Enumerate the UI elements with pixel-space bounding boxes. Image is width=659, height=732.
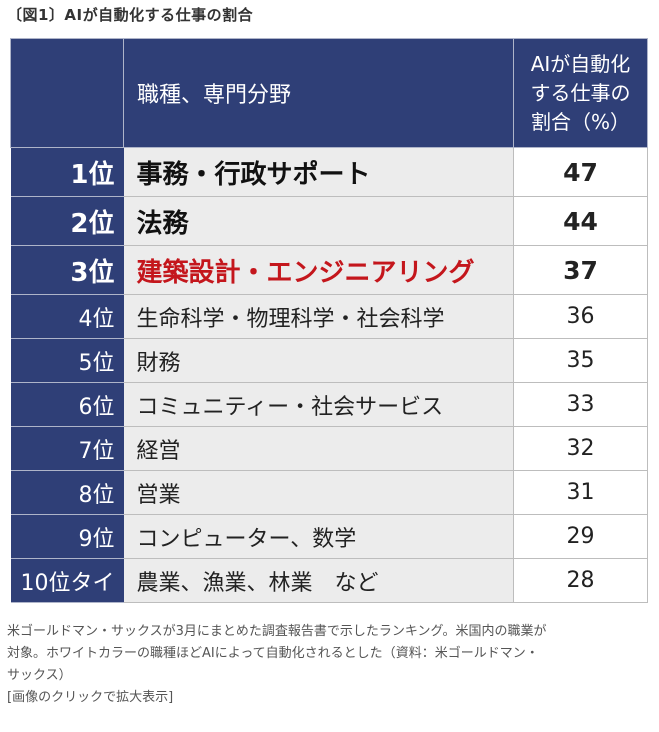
table-row: 9位 コンピューター、数学 29 (10, 514, 648, 559)
field-cell: 営業 (123, 470, 514, 515)
field-cell: 事務・行政サポート (123, 147, 514, 197)
rank-cell: 3位 (10, 245, 124, 295)
field-cell: コミュニティー・社会サービス (123, 382, 514, 427)
percent-cell: 37 (513, 245, 648, 295)
field-cell: 法務 (123, 196, 514, 246)
header-rank-cell (10, 38, 124, 148)
header-percent-cell: AIが自動化 する仕事の 割合（%） (513, 38, 648, 148)
percent-cell: 29 (513, 514, 648, 559)
table-row: 7位 経営 32 (10, 426, 648, 471)
table-row: 5位 財務 35 (10, 338, 648, 383)
percent-cell: 33 (513, 382, 648, 427)
field-cell: 生命科学・物理科学・社会科学 (123, 294, 514, 339)
rank-cell: 6位 (10, 382, 124, 427)
table-row-highlighted: 3位 建築設計・エンジニアリング 37 (10, 245, 648, 295)
percent-cell: 47 (513, 147, 648, 197)
table-row: 6位 コミュニティー・社会サービス 33 (10, 382, 648, 427)
field-cell: 建築設計・エンジニアリング (123, 245, 514, 295)
header-row: 職種、専門分野 AIが自動化 する仕事の 割合（%） (10, 38, 648, 148)
header-field-cell: 職種、専門分野 (123, 38, 514, 148)
figure-title: 〔図1〕AIが自動化する仕事の割合 (7, 6, 254, 24)
field-cell: 財務 (123, 338, 514, 383)
figure-caption: 米ゴールドマン・サックスが3月にまとめた調査報告書で示したランキング。米国内の職… (7, 621, 647, 709)
caption-line: サックス） (7, 668, 72, 683)
percent-cell: 28 (513, 558, 648, 603)
enlarge-image-link[interactable]: [画像のクリックで拡大表示] (7, 690, 174, 705)
table-row: 2位 法務 44 (10, 196, 648, 246)
field-cell: 農業、漁業、林業 など (123, 558, 514, 603)
percent-cell: 31 (513, 470, 648, 515)
table-row: 1位 事務・行政サポート 47 (10, 147, 648, 197)
header-percent-line: 割合（%） (530, 109, 630, 134)
ranking-table-container: 職種、専門分野 AIが自動化 する仕事の 割合（%） 1位 事務・行政サポート … (10, 38, 648, 603)
table-row: 10位タイ 農業、漁業、林業 など 28 (10, 558, 648, 603)
percent-cell: 36 (513, 294, 648, 339)
rank-cell: 2位 (10, 196, 124, 246)
table-row: 4位 生命科学・物理科学・社会科学 36 (10, 294, 648, 339)
percent-cell: 32 (513, 426, 648, 471)
field-cell: コンピューター、数学 (123, 514, 514, 559)
rank-cell: 8位 (10, 470, 124, 515)
percent-cell: 44 (513, 196, 648, 246)
header-percent-line: する仕事の (530, 80, 631, 105)
header-percent-line: AIが自動化 (530, 51, 631, 76)
caption-line: 米ゴールドマン・サックスが3月にまとめた調査報告書で示したランキング。米国内の職… (7, 624, 547, 639)
rank-cell: 10位タイ (10, 558, 124, 603)
ranking-table: 職種、専門分野 AIが自動化 する仕事の 割合（%） 1位 事務・行政サポート … (10, 38, 648, 603)
rank-cell: 9位 (10, 514, 124, 559)
table-row: 8位 営業 31 (10, 470, 648, 515)
rank-cell: 1位 (10, 147, 124, 197)
rank-cell: 7位 (10, 426, 124, 471)
rank-cell: 4位 (10, 294, 124, 339)
caption-line: 対象。ホワイトカラーの職種ほどAIによって自動化されるとした（資料：米ゴールドマ… (7, 646, 539, 661)
percent-cell: 35 (513, 338, 648, 383)
rank-cell: 5位 (10, 338, 124, 383)
field-cell: 経営 (123, 426, 514, 471)
